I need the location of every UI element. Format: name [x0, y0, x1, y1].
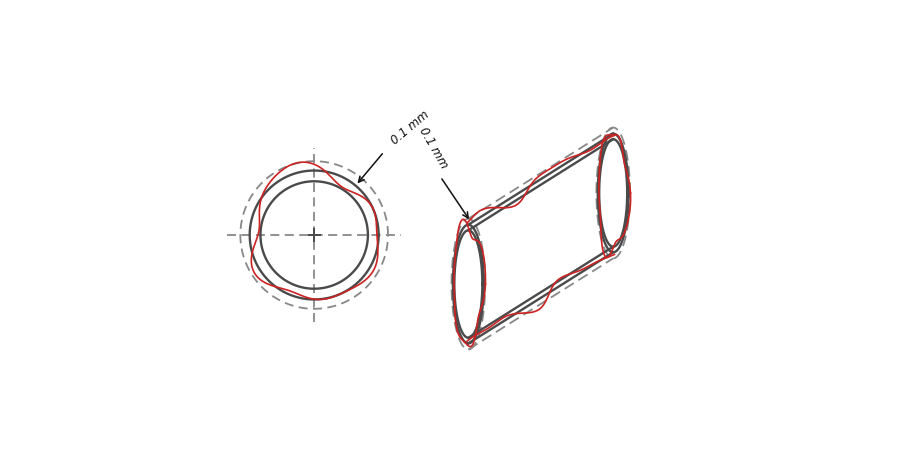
- Text: 0.1 mm: 0.1 mm: [388, 108, 432, 147]
- Text: 0.1 mm: 0.1 mm: [416, 125, 450, 171]
